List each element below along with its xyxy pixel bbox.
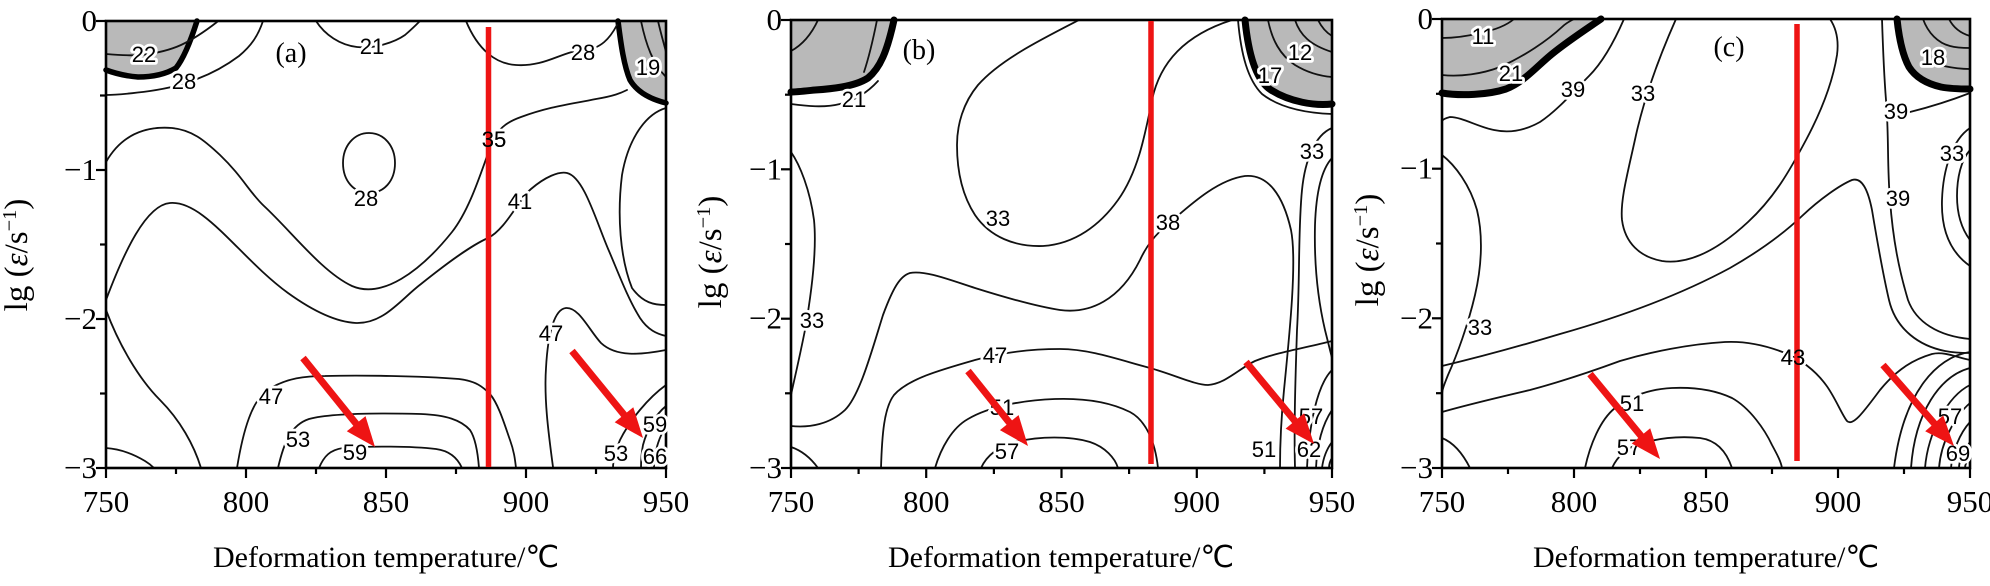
svg-text:38: 38	[1156, 210, 1180, 235]
svg-text:28: 28	[354, 186, 378, 211]
svg-text:(b): (b)	[903, 35, 936, 66]
svg-text:−1: −1	[749, 151, 782, 186]
svg-text:43: 43	[1781, 345, 1805, 370]
svg-text:800: 800	[223, 484, 270, 519]
svg-text:39: 39	[1886, 186, 1910, 211]
svg-text:43: 43	[1781, 345, 1805, 370]
svg-text:39: 39	[1884, 99, 1908, 124]
svg-text:51: 51	[1252, 437, 1276, 462]
svg-text:−2: −2	[64, 301, 97, 336]
svg-text:47: 47	[259, 384, 283, 409]
svg-text:33: 33	[1940, 141, 1964, 166]
svg-text:41: 41	[508, 189, 532, 214]
svg-text:850: 850	[1683, 484, 1730, 519]
svg-text:900: 900	[1174, 484, 1221, 519]
svg-text:57: 57	[995, 439, 1019, 464]
svg-text:950: 950	[1309, 484, 1356, 519]
svg-text:0: 0	[1418, 1, 1434, 36]
svg-text:750: 750	[83, 484, 130, 519]
svg-text:35: 35	[482, 127, 506, 152]
svg-text:−2: −2	[749, 301, 782, 336]
svg-text:950: 950	[643, 484, 690, 519]
svg-text:33: 33	[800, 308, 824, 333]
svg-text:(a): (a)	[275, 38, 306, 69]
svg-text:0: 0	[767, 2, 783, 37]
svg-text:33: 33	[986, 206, 1010, 231]
svg-text:850: 850	[1038, 484, 1085, 519]
svg-text:47: 47	[539, 321, 563, 346]
svg-text:Deformation temperature/℃: Deformation temperature/℃	[888, 541, 1234, 574]
svg-text:21: 21	[360, 34, 384, 59]
svg-text:−2: −2	[1400, 300, 1433, 335]
svg-text:Deformation temperature/℃: Deformation temperature/℃	[213, 541, 559, 574]
svg-text:950: 950	[1947, 484, 1990, 519]
svg-text:53: 53	[604, 441, 628, 466]
svg-text:lg (ε/s−1): lg (ε/s−1)	[0, 199, 35, 312]
svg-text:17: 17	[1258, 63, 1282, 88]
svg-text:59: 59	[343, 440, 367, 465]
svg-text:22: 22	[132, 42, 156, 67]
svg-text:21: 21	[842, 87, 866, 112]
svg-text:750: 750	[768, 484, 815, 519]
svg-text:900: 900	[1815, 484, 1862, 519]
svg-text:33: 33	[1468, 315, 1492, 340]
svg-text:800: 800	[1551, 484, 1598, 519]
svg-text:0: 0	[82, 3, 98, 38]
svg-text:19: 19	[636, 55, 660, 80]
svg-text:59: 59	[643, 412, 667, 437]
svg-text:850: 850	[363, 484, 410, 519]
svg-text:−3: −3	[1400, 450, 1433, 485]
svg-text:−1: −1	[1400, 151, 1433, 186]
svg-text:66: 66	[643, 444, 667, 469]
svg-text:750: 750	[1419, 484, 1466, 519]
svg-text:12: 12	[1288, 40, 1312, 65]
svg-text:Deformation temperature/℃: Deformation temperature/℃	[1533, 541, 1879, 574]
svg-text:47: 47	[983, 343, 1007, 368]
svg-text:21: 21	[1499, 61, 1523, 86]
svg-text:800: 800	[903, 484, 950, 519]
svg-text:28: 28	[172, 69, 196, 94]
svg-text:(c): (c)	[1713, 32, 1744, 63]
svg-text:−1: −1	[64, 152, 97, 187]
svg-text:69: 69	[1946, 441, 1970, 466]
svg-text:33: 33	[1631, 81, 1655, 106]
svg-text:−3: −3	[749, 450, 782, 485]
svg-text:33: 33	[1300, 139, 1324, 164]
svg-text:−3: −3	[64, 450, 97, 485]
svg-text:53: 53	[286, 427, 310, 452]
svg-text:28: 28	[571, 40, 595, 65]
svg-text:18: 18	[1921, 45, 1945, 70]
svg-text:11: 11	[1472, 24, 1495, 49]
svg-text:900: 900	[503, 484, 550, 519]
svg-text:39: 39	[1561, 77, 1585, 102]
